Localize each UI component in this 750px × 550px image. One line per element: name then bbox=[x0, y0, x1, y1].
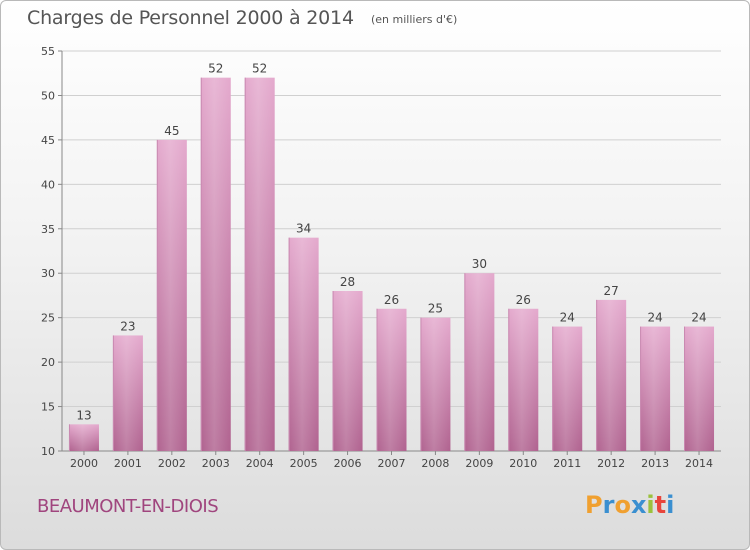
x-tick-label: 2003 bbox=[202, 457, 230, 470]
y-tick-label: 50 bbox=[41, 89, 55, 102]
logo-letter: i bbox=[666, 491, 675, 519]
y-tick-label: 20 bbox=[41, 356, 55, 369]
value-label: 27 bbox=[604, 284, 619, 298]
value-label: 52 bbox=[252, 62, 267, 76]
bars bbox=[68, 77, 715, 452]
value-label: 52 bbox=[208, 62, 223, 76]
chart-subtitle: (en milliers d'€) bbox=[371, 13, 458, 26]
value-label: 23 bbox=[120, 319, 135, 333]
x-tick-label: 2010 bbox=[509, 457, 537, 470]
bar-highlight bbox=[332, 291, 363, 451]
bar-highlight bbox=[684, 326, 715, 451]
value-label: 13 bbox=[76, 408, 91, 422]
bar-highlight bbox=[508, 308, 539, 451]
x-tick-label: 2000 bbox=[70, 457, 98, 470]
value-label: 24 bbox=[691, 311, 706, 325]
value-label: 28 bbox=[340, 275, 355, 289]
x-tick-label: 2007 bbox=[378, 457, 406, 470]
labels: 10 15 20 25 30 35 40 45 50 55 13 2000 23 2001 45 2002 52… bbox=[41, 45, 713, 470]
bar-highlight bbox=[288, 237, 319, 451]
logo-letter: i bbox=[646, 491, 655, 519]
bar-highlight bbox=[420, 317, 451, 451]
bar-highlight bbox=[596, 299, 627, 451]
proxiti-logo: Proxiti bbox=[585, 491, 674, 519]
x-tick-label: 2005 bbox=[290, 457, 318, 470]
value-label: 34 bbox=[296, 222, 311, 236]
x-tick-label: 2001 bbox=[114, 457, 142, 470]
y-tick-label: 10 bbox=[41, 445, 55, 458]
x-tick-label: 2002 bbox=[158, 457, 186, 470]
x-tick-label: 2006 bbox=[334, 457, 362, 470]
bar-highlight bbox=[464, 273, 495, 451]
logo-letter: x bbox=[630, 491, 647, 519]
bar-highlight bbox=[376, 308, 407, 451]
value-label: 30 bbox=[472, 257, 487, 271]
bar-highlight bbox=[552, 326, 583, 451]
bar-highlight bbox=[68, 424, 99, 451]
value-label: 24 bbox=[647, 311, 662, 325]
y-tick-label: 45 bbox=[41, 134, 55, 147]
y-tick-label: 35 bbox=[41, 223, 55, 236]
value-label: 45 bbox=[164, 124, 179, 138]
x-tick-label: 2011 bbox=[553, 457, 581, 470]
x-tick-label: 2014 bbox=[685, 457, 713, 470]
y-tick-label: 15 bbox=[41, 401, 55, 414]
y-tick-label: 30 bbox=[41, 267, 55, 280]
logo-letter: t bbox=[654, 491, 667, 519]
bar-highlight bbox=[112, 335, 143, 451]
x-tick-label: 2013 bbox=[641, 457, 669, 470]
city-name: BEAUMONT-EN-DIOIS bbox=[37, 496, 219, 517]
chart-title: Charges de Personnel 2000 à 2014 bbox=[27, 7, 354, 29]
value-label: 25 bbox=[428, 302, 443, 316]
logo-letter: o bbox=[614, 491, 631, 519]
logo-letter: P bbox=[585, 491, 603, 519]
y-tick-label: 40 bbox=[41, 178, 55, 191]
value-label: 24 bbox=[560, 311, 575, 325]
bar-highlight bbox=[156, 139, 187, 451]
y-tick-label: 55 bbox=[41, 45, 55, 58]
y-tick-label: 25 bbox=[41, 312, 55, 325]
bar-highlight bbox=[200, 77, 231, 452]
x-tick-label: 2008 bbox=[421, 457, 449, 470]
x-tick-label: 2009 bbox=[465, 457, 493, 470]
bar-highlight bbox=[640, 326, 671, 451]
x-tick-label: 2004 bbox=[246, 457, 274, 470]
value-label: 26 bbox=[384, 293, 399, 307]
logo-letter: r bbox=[602, 491, 615, 519]
value-label: 26 bbox=[516, 293, 531, 307]
bar-highlight bbox=[244, 77, 275, 452]
x-tick-label: 2012 bbox=[597, 457, 625, 470]
